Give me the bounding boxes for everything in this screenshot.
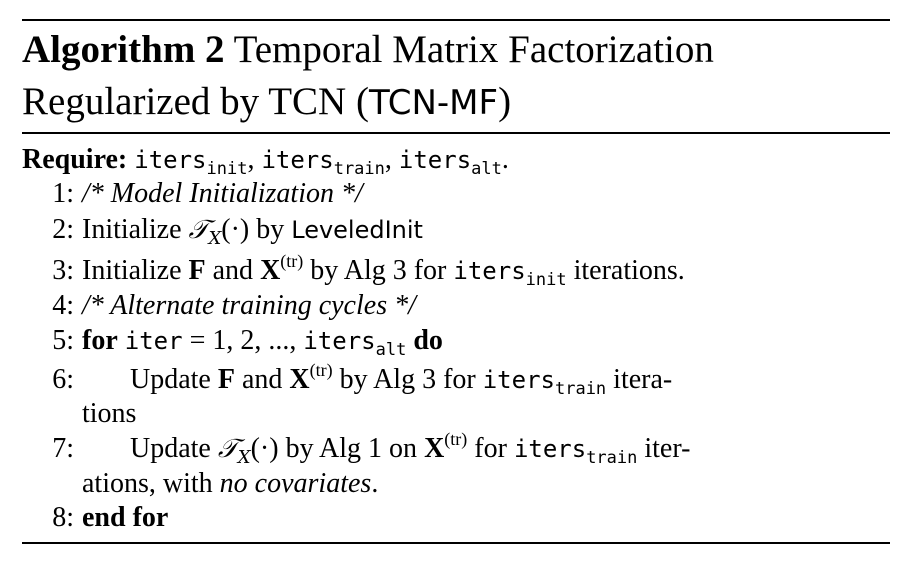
- step-4-comment: /* Alternate training cycles */: [82, 290, 416, 321]
- algorithm-title-abbr: TCN-MF: [369, 83, 498, 123]
- step-7-continuation: ations, with no covariates.: [82, 468, 378, 500]
- require-line: Require: itersinit, iterstrain, itersalt…: [22, 144, 509, 176]
- bottom-rule: [22, 542, 890, 544]
- require-iters-alt: itersalt: [399, 146, 502, 174]
- step-5: 5: for iter = 1, 2, ..., itersalt do: [22, 325, 443, 357]
- leveled-init-method: LeveledInit: [291, 216, 423, 244]
- middle-rule: [22, 132, 890, 134]
- algorithm-title: Algorithm 2 Temporal Matrix Factorizatio…: [22, 24, 892, 129]
- step-6: 6: Update F and X(tr) by Alg 3 for iterst…: [22, 364, 672, 396]
- require-iters-init: itersinit: [134, 146, 247, 174]
- step-4: 4:/* Alternate training cycles */: [22, 290, 416, 322]
- algorithm-label: Algorithm 2: [22, 28, 225, 71]
- step-2: 2: Initialize 𝒯X(·) by LeveledInit: [22, 214, 423, 246]
- require-iters-train: iterstrain: [261, 146, 384, 174]
- step-1-comment: /* Model Initialization */: [82, 178, 363, 209]
- top-rule: [22, 19, 890, 21]
- algorithm-title-close: ): [498, 80, 511, 123]
- step-1: 1:/* Model Initialization */: [22, 178, 363, 210]
- step-3: 3: Initialize F and X(tr) by Alg 3 for it…: [22, 255, 685, 287]
- tx-symbol: 𝒯X: [189, 215, 222, 245]
- step-8: 8: end for: [22, 502, 168, 534]
- require-label: Require:: [22, 144, 127, 175]
- step-7: 7: Update 𝒯X(·) by Alg 1 on X(tr) for ite…: [22, 433, 690, 465]
- step-6-continuation: tions: [82, 398, 136, 430]
